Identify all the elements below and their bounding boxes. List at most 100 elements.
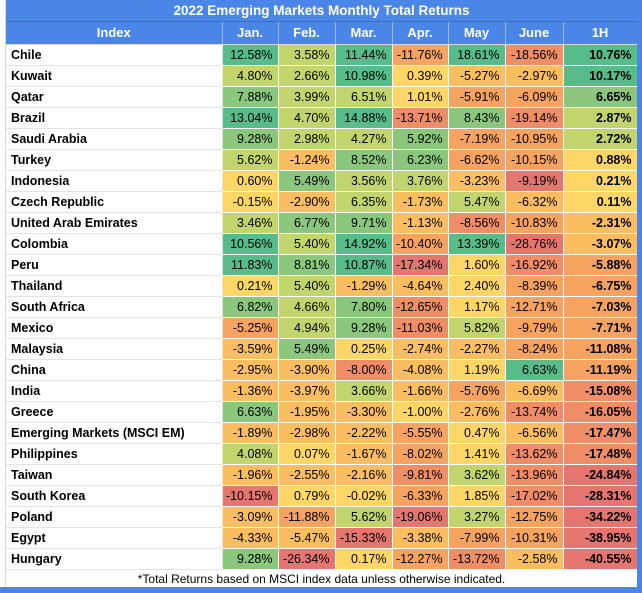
row-label: Mexico [6, 317, 223, 339]
return-cell: -7.71% [563, 317, 638, 339]
return-cell: -28.31% [563, 485, 638, 507]
return-cell: -2.31% [563, 212, 638, 234]
return-cell: -34.22% [563, 506, 638, 528]
table-row: Greece 6.63% -1.95% -3.30% -1.00% -2.76% -13.7… [6, 401, 638, 423]
return-cell: -9.81% [392, 464, 449, 486]
return-cell: -2.55% [278, 464, 336, 486]
return-cell: -1.89% [222, 422, 279, 444]
return-cell: 0.21% [222, 275, 279, 297]
table-row: Thailand 0.21% 5.40% -1.29% -4.64% 2.40% -8.39… [6, 275, 638, 297]
return-cell: 10.76% [563, 44, 638, 66]
return-cell: -15.08% [563, 380, 638, 402]
table-row: Mexico -5.25% 4.94% 9.28% -11.03% 5.82% -9.79%… [6, 317, 638, 339]
return-cell: 5.40% [278, 275, 336, 297]
column-header-jan: Jan. [222, 22, 279, 45]
return-cell: -3.90% [278, 359, 336, 381]
table-row: United Arab Emirates 3.46% 6.77% 9.71% -1.13… [6, 212, 638, 234]
return-cell: -1.66% [392, 380, 449, 402]
return-cell: 0.47% [448, 422, 506, 444]
return-cell: -10.40% [392, 233, 449, 255]
return-cell: -1.73% [392, 191, 449, 213]
return-cell: 6.51% [335, 86, 393, 108]
return-cell: -19.06% [392, 506, 449, 528]
table-row: South Africa 6.82% 4.66% 7.80% -12.65% 1.17% -… [6, 296, 638, 318]
row-label: Kuwait [6, 65, 223, 87]
row-label: Chile [6, 44, 223, 66]
return-cell: 6.23% [392, 149, 449, 171]
return-cell: 6.35% [335, 191, 393, 213]
return-cell: 8.81% [278, 254, 336, 276]
return-cell: -12.71% [505, 296, 564, 318]
row-label: South Korea [6, 485, 223, 507]
left-gutter [0, 0, 6, 588]
return-cell: -5.76% [448, 380, 506, 402]
return-cell: -8.02% [392, 443, 449, 465]
return-cell: 10.56% [222, 233, 279, 255]
return-cell: -8.39% [505, 275, 564, 297]
row-label: Colombia [6, 233, 223, 255]
return-cell: -12.65% [392, 296, 449, 318]
return-cell: -9.19% [505, 170, 564, 192]
return-cell: -12.27% [392, 548, 449, 570]
return-cell: -26.34% [278, 548, 336, 570]
return-cell: 3.62% [448, 464, 506, 486]
table-row: Philippines 4.08% 0.07% -1.67% -8.02% 1.41% -1… [6, 443, 638, 465]
return-cell: -5.27% [448, 65, 506, 87]
return-cell: -6.69% [505, 380, 564, 402]
column-header-may: May [448, 22, 506, 45]
return-cell: 4.94% [278, 317, 336, 339]
return-cell: -10.95% [505, 128, 564, 150]
table-row: Poland -3.09% -11.88% 5.62% -19.06% 3.27% -12.… [6, 506, 638, 528]
return-cell: -10.15% [222, 485, 279, 507]
return-cell: 2.66% [278, 65, 336, 87]
return-cell: -11.88% [278, 506, 336, 528]
return-cell: 1.41% [448, 443, 506, 465]
return-cell: 14.88% [335, 107, 393, 129]
row-label: Thailand [6, 275, 223, 297]
return-cell: -6.32% [505, 191, 564, 213]
return-cell: -5.88% [563, 254, 638, 276]
row-label: Philippines [6, 443, 223, 465]
return-cell: -3.07% [563, 233, 638, 255]
return-cell: 5.62% [222, 149, 279, 171]
return-cell: -7.19% [448, 128, 506, 150]
return-cell: -8.56% [448, 212, 506, 234]
return-cell: -10.31% [505, 527, 564, 549]
return-cell: -2.97% [505, 65, 564, 87]
return-cell: -2.90% [278, 191, 336, 213]
return-cell: -3.38% [392, 527, 449, 549]
table-row: Peru 11.83% 8.81% 10.87% -17.34% 1.60% -16.92%… [6, 254, 638, 276]
return-cell: -16.92% [505, 254, 564, 276]
return-cell: -4.33% [222, 527, 279, 549]
return-cell: 1.60% [448, 254, 506, 276]
return-cell: 4.27% [335, 128, 393, 150]
row-label: United Arab Emirates [6, 212, 223, 234]
return-cell: 5.49% [278, 338, 336, 360]
return-cell: 5.82% [448, 317, 506, 339]
table-row: India -1.36% -3.97% 3.66% -1.66% -5.76% -6.69%… [6, 380, 638, 402]
return-cell: 12.58% [222, 44, 279, 66]
return-cell: -1.29% [335, 275, 393, 297]
return-cell: -15.33% [335, 527, 393, 549]
return-cell: 2.98% [278, 128, 336, 150]
return-cell: -5.47% [278, 527, 336, 549]
return-cell: 4.66% [278, 296, 336, 318]
table-row: Brazil 13.04% 4.70% 14.88% -13.71% 8.43% -19.1… [6, 107, 638, 129]
return-cell: 9.28% [222, 128, 279, 150]
return-cell: -3.09% [222, 506, 279, 528]
return-cell: 9.71% [335, 212, 393, 234]
returns-table: Index Jan. Feb. Mar. Apr. May June 1H Chile 12.5… [6, 22, 638, 570]
return-cell: -7.03% [563, 296, 638, 318]
row-label: Egypt [6, 527, 223, 549]
return-cell: 6.63% [505, 359, 564, 381]
return-cell: 6.82% [222, 296, 279, 318]
return-cell: -6.33% [392, 485, 449, 507]
return-cell: -5.91% [448, 86, 506, 108]
row-label: Turkey [6, 149, 223, 171]
return-cell: -4.08% [392, 359, 449, 381]
table-row: Qatar 7.88% 3.99% 6.51% 1.01% -5.91% -6.09% 6.6… [6, 86, 638, 108]
return-cell: 0.79% [278, 485, 336, 507]
return-cell: -11.03% [392, 317, 449, 339]
return-cell: 11.44% [335, 44, 393, 66]
return-cell: -2.76% [448, 401, 506, 423]
